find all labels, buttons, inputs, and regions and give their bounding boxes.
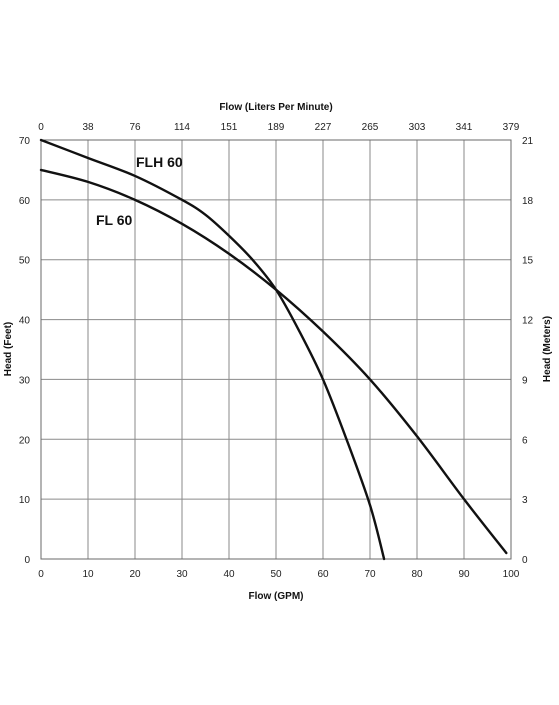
x2-tick-label: 38 [82, 122, 94, 133]
y2-tick-label: 0 [522, 555, 528, 566]
y2-tick-label: 12 [522, 316, 534, 327]
x-tick-label: 50 [270, 569, 282, 580]
y-tick-label: 20 [19, 435, 31, 446]
y-axis-tick-labels: 0 10 20 30 40 50 60 70 [19, 136, 31, 566]
y2-axis-tick-labels: 0 3 6 9 12 15 18 21 [522, 136, 534, 566]
x2-tick-label: 379 [503, 122, 520, 133]
x2-axis-tick-labels: 0 38 76 114 151 189 227 265 303 341 379 [38, 122, 520, 133]
y-tick-label: 60 [19, 196, 31, 207]
x-tick-label: 90 [458, 569, 470, 580]
x-axis-title: Flow (GPM) [249, 591, 304, 602]
x-axis-tick-labels: 0 10 20 30 40 50 60 70 80 90 100 [38, 569, 520, 580]
series-line-flh60 [39, 138, 386, 561]
x2-tick-label: 76 [129, 122, 141, 133]
y-tick-label: 40 [19, 316, 31, 327]
curves [39, 138, 508, 561]
y-tick-label: 0 [24, 555, 30, 566]
x-tick-label: 70 [364, 569, 376, 580]
series-line-fl60 [39, 168, 508, 555]
x2-tick-label: 0 [38, 122, 44, 133]
x-tick-label: 0 [38, 569, 44, 580]
y2-tick-label: 6 [522, 435, 528, 446]
x2-tick-label: 265 [362, 122, 379, 133]
x-tick-label: 80 [411, 569, 423, 580]
y2-tick-label: 15 [522, 256, 534, 267]
y2-tick-label: 9 [522, 375, 528, 386]
x2-tick-label: 341 [456, 122, 473, 133]
x-tick-label: 60 [317, 569, 329, 580]
x-tick-label: 40 [223, 569, 235, 580]
x2-tick-label: 189 [268, 122, 285, 133]
x2-tick-label: 227 [315, 122, 332, 133]
x-tick-label: 20 [129, 569, 141, 580]
y-tick-label: 50 [19, 256, 31, 267]
y2-tick-label: 3 [522, 495, 528, 506]
x2-tick-label: 303 [409, 122, 426, 133]
x-tick-label: 100 [503, 569, 520, 580]
x-tick-label: 10 [82, 569, 94, 580]
y2-tick-label: 21 [522, 136, 534, 147]
y2-axis-title: Head (Meters) [542, 316, 553, 382]
series-label-fl60: FL 60 [96, 212, 133, 228]
x2-tick-label: 151 [221, 122, 238, 133]
y2-tick-label: 18 [522, 196, 534, 207]
series-label-flh60: FLH 60 [136, 154, 183, 170]
x-tick-label: 30 [176, 569, 188, 580]
x2-axis-title: Flow (Liters Per Minute) [219, 102, 332, 113]
y-axis-title: Head (Feet) [3, 322, 14, 376]
x2-tick-label: 114 [174, 122, 190, 133]
plot-frame [40, 139, 512, 560]
y-tick-label: 70 [19, 136, 31, 147]
y-tick-label: 30 [19, 375, 31, 386]
grid-lines [41, 140, 511, 559]
y-tick-label: 10 [19, 495, 31, 506]
